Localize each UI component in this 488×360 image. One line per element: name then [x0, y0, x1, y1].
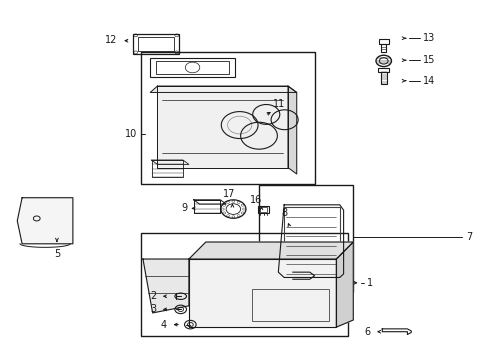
Bar	[259, 185, 352, 292]
Text: 9: 9	[182, 203, 187, 213]
Bar	[251, 289, 328, 321]
Text: 15: 15	[423, 55, 435, 65]
Text: 17: 17	[223, 189, 235, 199]
Bar	[260, 207, 266, 212]
Polygon shape	[142, 259, 188, 313]
Bar	[378, 68, 388, 72]
Bar	[150, 58, 234, 77]
Text: 3: 3	[150, 304, 156, 314]
Bar	[138, 37, 174, 51]
Text: 11: 11	[273, 99, 285, 109]
Bar	[140, 233, 348, 336]
Polygon shape	[336, 242, 352, 327]
Bar	[290, 279, 316, 283]
Polygon shape	[188, 242, 352, 259]
Text: 16: 16	[249, 195, 262, 205]
Text: 6: 6	[364, 327, 369, 337]
Bar	[378, 39, 388, 44]
Bar	[381, 44, 386, 53]
Text: 13: 13	[423, 33, 435, 43]
Text: 10: 10	[124, 129, 137, 139]
Bar	[156, 60, 228, 75]
Bar	[133, 33, 179, 54]
Text: 4: 4	[161, 320, 167, 330]
Polygon shape	[188, 259, 336, 327]
Text: 8: 8	[281, 208, 286, 218]
Polygon shape	[157, 86, 287, 168]
Bar	[140, 53, 314, 184]
Text: 12: 12	[105, 35, 117, 45]
Text: 2: 2	[150, 291, 156, 301]
Text: 5: 5	[54, 249, 60, 259]
Bar	[380, 72, 386, 84]
Text: 7: 7	[465, 232, 471, 242]
Polygon shape	[150, 86, 296, 93]
Text: 1: 1	[366, 278, 372, 288]
Text: 14: 14	[423, 76, 435, 86]
Bar	[258, 206, 268, 213]
Polygon shape	[17, 198, 73, 244]
Bar	[284, 207, 339, 278]
Polygon shape	[287, 86, 296, 174]
